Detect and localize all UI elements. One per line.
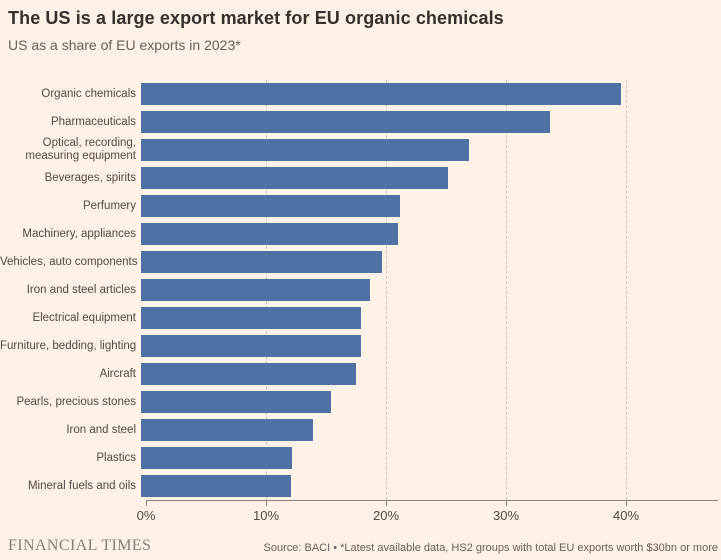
bar-track: [141, 335, 718, 357]
bar-row: Pearls, precious stones: [0, 388, 718, 416]
source-note: Source: BACI • *Latest available data, H…: [263, 542, 718, 554]
category-label: Organic chemicals: [41, 87, 136, 100]
axis-tick-label: 0%: [136, 508, 156, 523]
category-label: Vehicles, auto components: [0, 255, 138, 268]
bar-track: [141, 419, 718, 441]
bar-track: [141, 391, 718, 413]
bar-track: [141, 251, 718, 273]
bar: [141, 475, 291, 497]
bar: [141, 195, 401, 217]
gridline-30: [506, 80, 507, 500]
category-label: Mineral fuels and oils: [27, 479, 136, 492]
financial-times-logo: FINANCIAL TIMES: [8, 537, 152, 554]
axis-tick: [386, 501, 387, 506]
bar: [141, 363, 356, 385]
category-label: Iron and steel: [66, 423, 136, 436]
bar: [141, 447, 293, 469]
axis-tick: [626, 501, 627, 506]
bar-row: Furniture, bedding, lighting: [0, 332, 718, 360]
category-label: Iron and steel articles: [26, 283, 136, 296]
bar: [141, 335, 361, 357]
bar: [141, 139, 469, 161]
category-label: Perfumery: [82, 199, 136, 212]
gridline-20: [386, 80, 387, 500]
bar-row: Perfumery: [0, 192, 718, 220]
bar-row: Plastics: [0, 444, 718, 472]
bar-track: [141, 307, 718, 329]
bar-row: Organic chemicals: [0, 80, 718, 108]
category-label: Pearls, precious stones: [16, 395, 136, 408]
category-label: Plastics: [96, 451, 136, 464]
bar-row: Optical, recording, measuring equipment: [0, 136, 718, 164]
bar-track: [141, 475, 718, 497]
category-label: Aircraft: [99, 367, 136, 380]
category-label: Machinery, appliances: [22, 227, 136, 240]
bar: [141, 251, 383, 273]
bar-track: [141, 167, 718, 189]
axis-tick: [146, 501, 147, 506]
axis-tick-label: 10%: [252, 508, 280, 523]
chart-subtitle: US as a share of EU exports in 2023*: [8, 37, 241, 53]
category-label: Beverages, spirits: [44, 171, 136, 184]
category-label: Electrical equipment: [32, 311, 136, 324]
bar: [141, 111, 551, 133]
bar-track: [141, 111, 718, 133]
bar-track: [141, 195, 718, 217]
bar-row: Iron and steel articles: [0, 276, 718, 304]
bar: [141, 307, 361, 329]
bar-row: Machinery, appliances: [0, 220, 718, 248]
bar-row: Electrical equipment: [0, 304, 718, 332]
bar-row: Mineral fuels and oils: [0, 472, 718, 500]
bar: [141, 83, 621, 105]
bar-chart: Organic chemicals Pharmaceuticals Optical,…: [0, 80, 721, 525]
axis-tick: [266, 501, 267, 506]
axis-tick-label: 20%: [372, 508, 400, 523]
bar-track: [141, 223, 718, 245]
bar-track: [141, 139, 718, 161]
bar-row: Beverages, spirits: [0, 164, 718, 192]
bar-row: Aircraft: [0, 360, 718, 388]
bar: [141, 419, 313, 441]
gridline-40: [626, 80, 627, 500]
x-axis-line: [146, 500, 718, 501]
bar-row: Pharmaceuticals: [0, 108, 718, 136]
category-label: Pharmaceuticals: [50, 115, 136, 128]
axis-tick: [506, 501, 507, 506]
category-label: Optical, recording, measuring equipment: [25, 137, 136, 162]
bar-row: Iron and steel: [0, 416, 718, 444]
bar: [141, 391, 331, 413]
category-label: Furniture, bedding, lighting: [0, 339, 137, 352]
bar: [141, 167, 449, 189]
axis-tick-label: 40%: [612, 508, 640, 523]
bar: [141, 279, 371, 301]
bar-track: [141, 83, 718, 105]
bar-row: Vehicles, auto components: [0, 248, 718, 276]
bar-track: [141, 447, 718, 469]
bar-rows: Organic chemicals Pharmaceuticals Optical,…: [0, 80, 718, 500]
bar-track: [141, 279, 718, 301]
footer: FINANCIAL TIMES Source: BACI • *Latest a…: [8, 537, 718, 555]
chart-title: The US is a large export market for EU o…: [8, 8, 504, 28]
bar-track: [141, 363, 718, 385]
bar: [141, 223, 398, 245]
axis-tick-label: 30%: [492, 508, 520, 523]
